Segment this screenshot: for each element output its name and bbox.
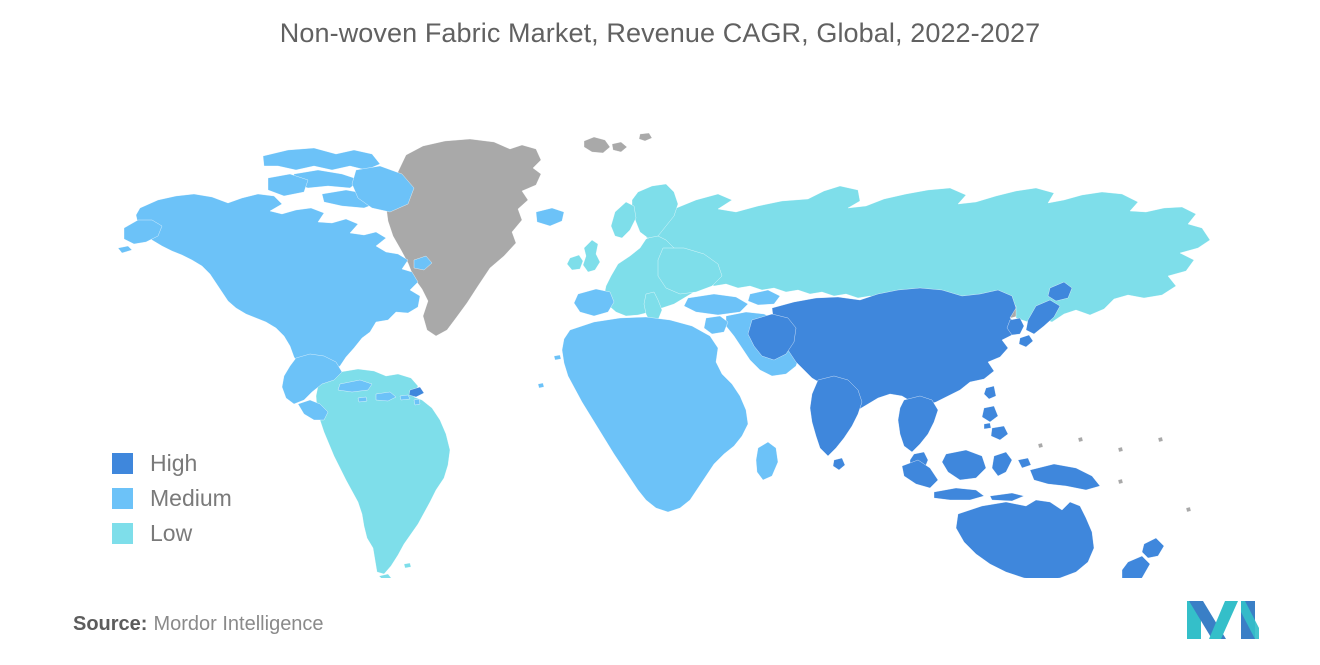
source-attribution: Source: Mordor Intelligence — [73, 613, 324, 636]
region-puerto-rico — [399, 394, 411, 401]
region-iran — [747, 313, 797, 361]
region-java — [933, 487, 985, 501]
legend-swatch-high — [112, 452, 133, 474]
region-cape-verde — [537, 382, 545, 389]
legend-swatch-low — [112, 522, 133, 544]
mordor-intelligence-logo — [1185, 598, 1263, 642]
region-hispaniola — [375, 391, 397, 402]
region-islet-p2 — [1157, 436, 1164, 443]
region-philippines-luzon — [981, 405, 999, 423]
logo-shape-middle-teal — [1209, 601, 1238, 639]
region-arctic-islet-1 — [638, 132, 653, 142]
region-arctic-archipelago-1 — [262, 147, 381, 171]
region-africa — [561, 316, 749, 513]
region-canary-islands — [553, 354, 562, 361]
region-lesser-antilles — [413, 398, 421, 406]
region-philippines-visayas — [983, 422, 992, 430]
legend-label-medium: Medium — [150, 484, 232, 511]
legend-item-low[interactable]: Low — [112, 520, 232, 546]
region-taiwan — [983, 385, 997, 400]
region-iberia — [573, 288, 615, 317]
legend-item-high[interactable]: High — [112, 450, 232, 476]
region-australia — [955, 499, 1095, 578]
mi-logo-svg — [1187, 601, 1259, 639]
region-group-high — [408, 281, 1165, 578]
region-indochina — [897, 395, 939, 453]
region-eastern-europe — [657, 247, 723, 295]
region-tierra-del-fuego — [378, 573, 392, 578]
legend-label-low: Low — [150, 519, 193, 546]
region-islet-p4 — [1077, 436, 1084, 443]
region-levant — [703, 315, 729, 335]
region-south-korea — [1006, 317, 1025, 336]
region-victoria-island — [267, 173, 309, 197]
region-alaska — [123, 219, 163, 245]
region-japan-hokkaido — [1047, 281, 1073, 302]
region-group-pacific-islets — [1037, 436, 1192, 513]
region-north-america — [135, 193, 421, 377]
legend-label-high: High — [150, 449, 198, 476]
region-islet-p1 — [1117, 446, 1124, 453]
region-new-zealand-north — [1141, 537, 1165, 559]
region-sri-lanka — [832, 457, 846, 471]
region-lesser-sunda — [989, 492, 1025, 502]
region-newfoundland — [413, 255, 433, 271]
region-central-america — [297, 399, 329, 421]
region-india — [809, 375, 863, 457]
region-turkey — [683, 293, 749, 316]
region-iceland — [535, 207, 565, 227]
region-madagascar — [755, 441, 779, 481]
region-islet-grey-c — [1117, 478, 1124, 485]
region-falklands — [403, 562, 412, 569]
logo-shape-right-teal — [1241, 601, 1259, 639]
region-papua-new-guinea — [1029, 463, 1101, 491]
region-aleutians — [118, 245, 133, 254]
legend-item-medium[interactable]: Medium — [112, 485, 232, 511]
legend: High Medium Low — [112, 450, 232, 546]
region-baffin-island — [351, 165, 415, 213]
region-greenland — [385, 138, 542, 337]
region-mexico — [281, 353, 343, 405]
legend-swatch-medium — [112, 487, 133, 509]
world-choropleth-map — [118, 108, 1228, 578]
region-united-kingdom — [582, 239, 601, 273]
page-title: Non-woven Fabric Market, Revenue CAGR, G… — [279, 18, 1041, 48]
region-ireland — [566, 254, 584, 271]
region-japan-honshu — [1025, 299, 1061, 335]
source-value: Mordor Intelligence — [153, 613, 324, 635]
world-map-svg — [118, 132, 1211, 578]
region-philippines-mindanao — [990, 425, 1009, 441]
region-jamaica — [357, 396, 368, 403]
region-islet-p5 — [1037, 442, 1044, 449]
region-svalbard — [583, 136, 611, 154]
region-islet-p3 — [1185, 506, 1192, 513]
region-japan-kyushu — [1018, 334, 1034, 348]
region-sulawesi — [991, 451, 1013, 477]
region-svalbard-2 — [611, 141, 628, 153]
region-guyana — [408, 386, 425, 398]
region-caucasus — [747, 289, 781, 306]
source-label: Source: — [73, 613, 148, 635]
region-new-zealand-south — [1121, 555, 1151, 578]
region-group-low — [315, 183, 1211, 578]
region-cuba — [337, 379, 373, 393]
region-norway-coast — [610, 201, 637, 239]
region-borneo — [941, 449, 987, 481]
region-sumatra — [901, 459, 939, 489]
region-south-america — [315, 368, 451, 575]
region-maluku — [1017, 457, 1032, 469]
region-central-east-asia — [771, 287, 1019, 411]
